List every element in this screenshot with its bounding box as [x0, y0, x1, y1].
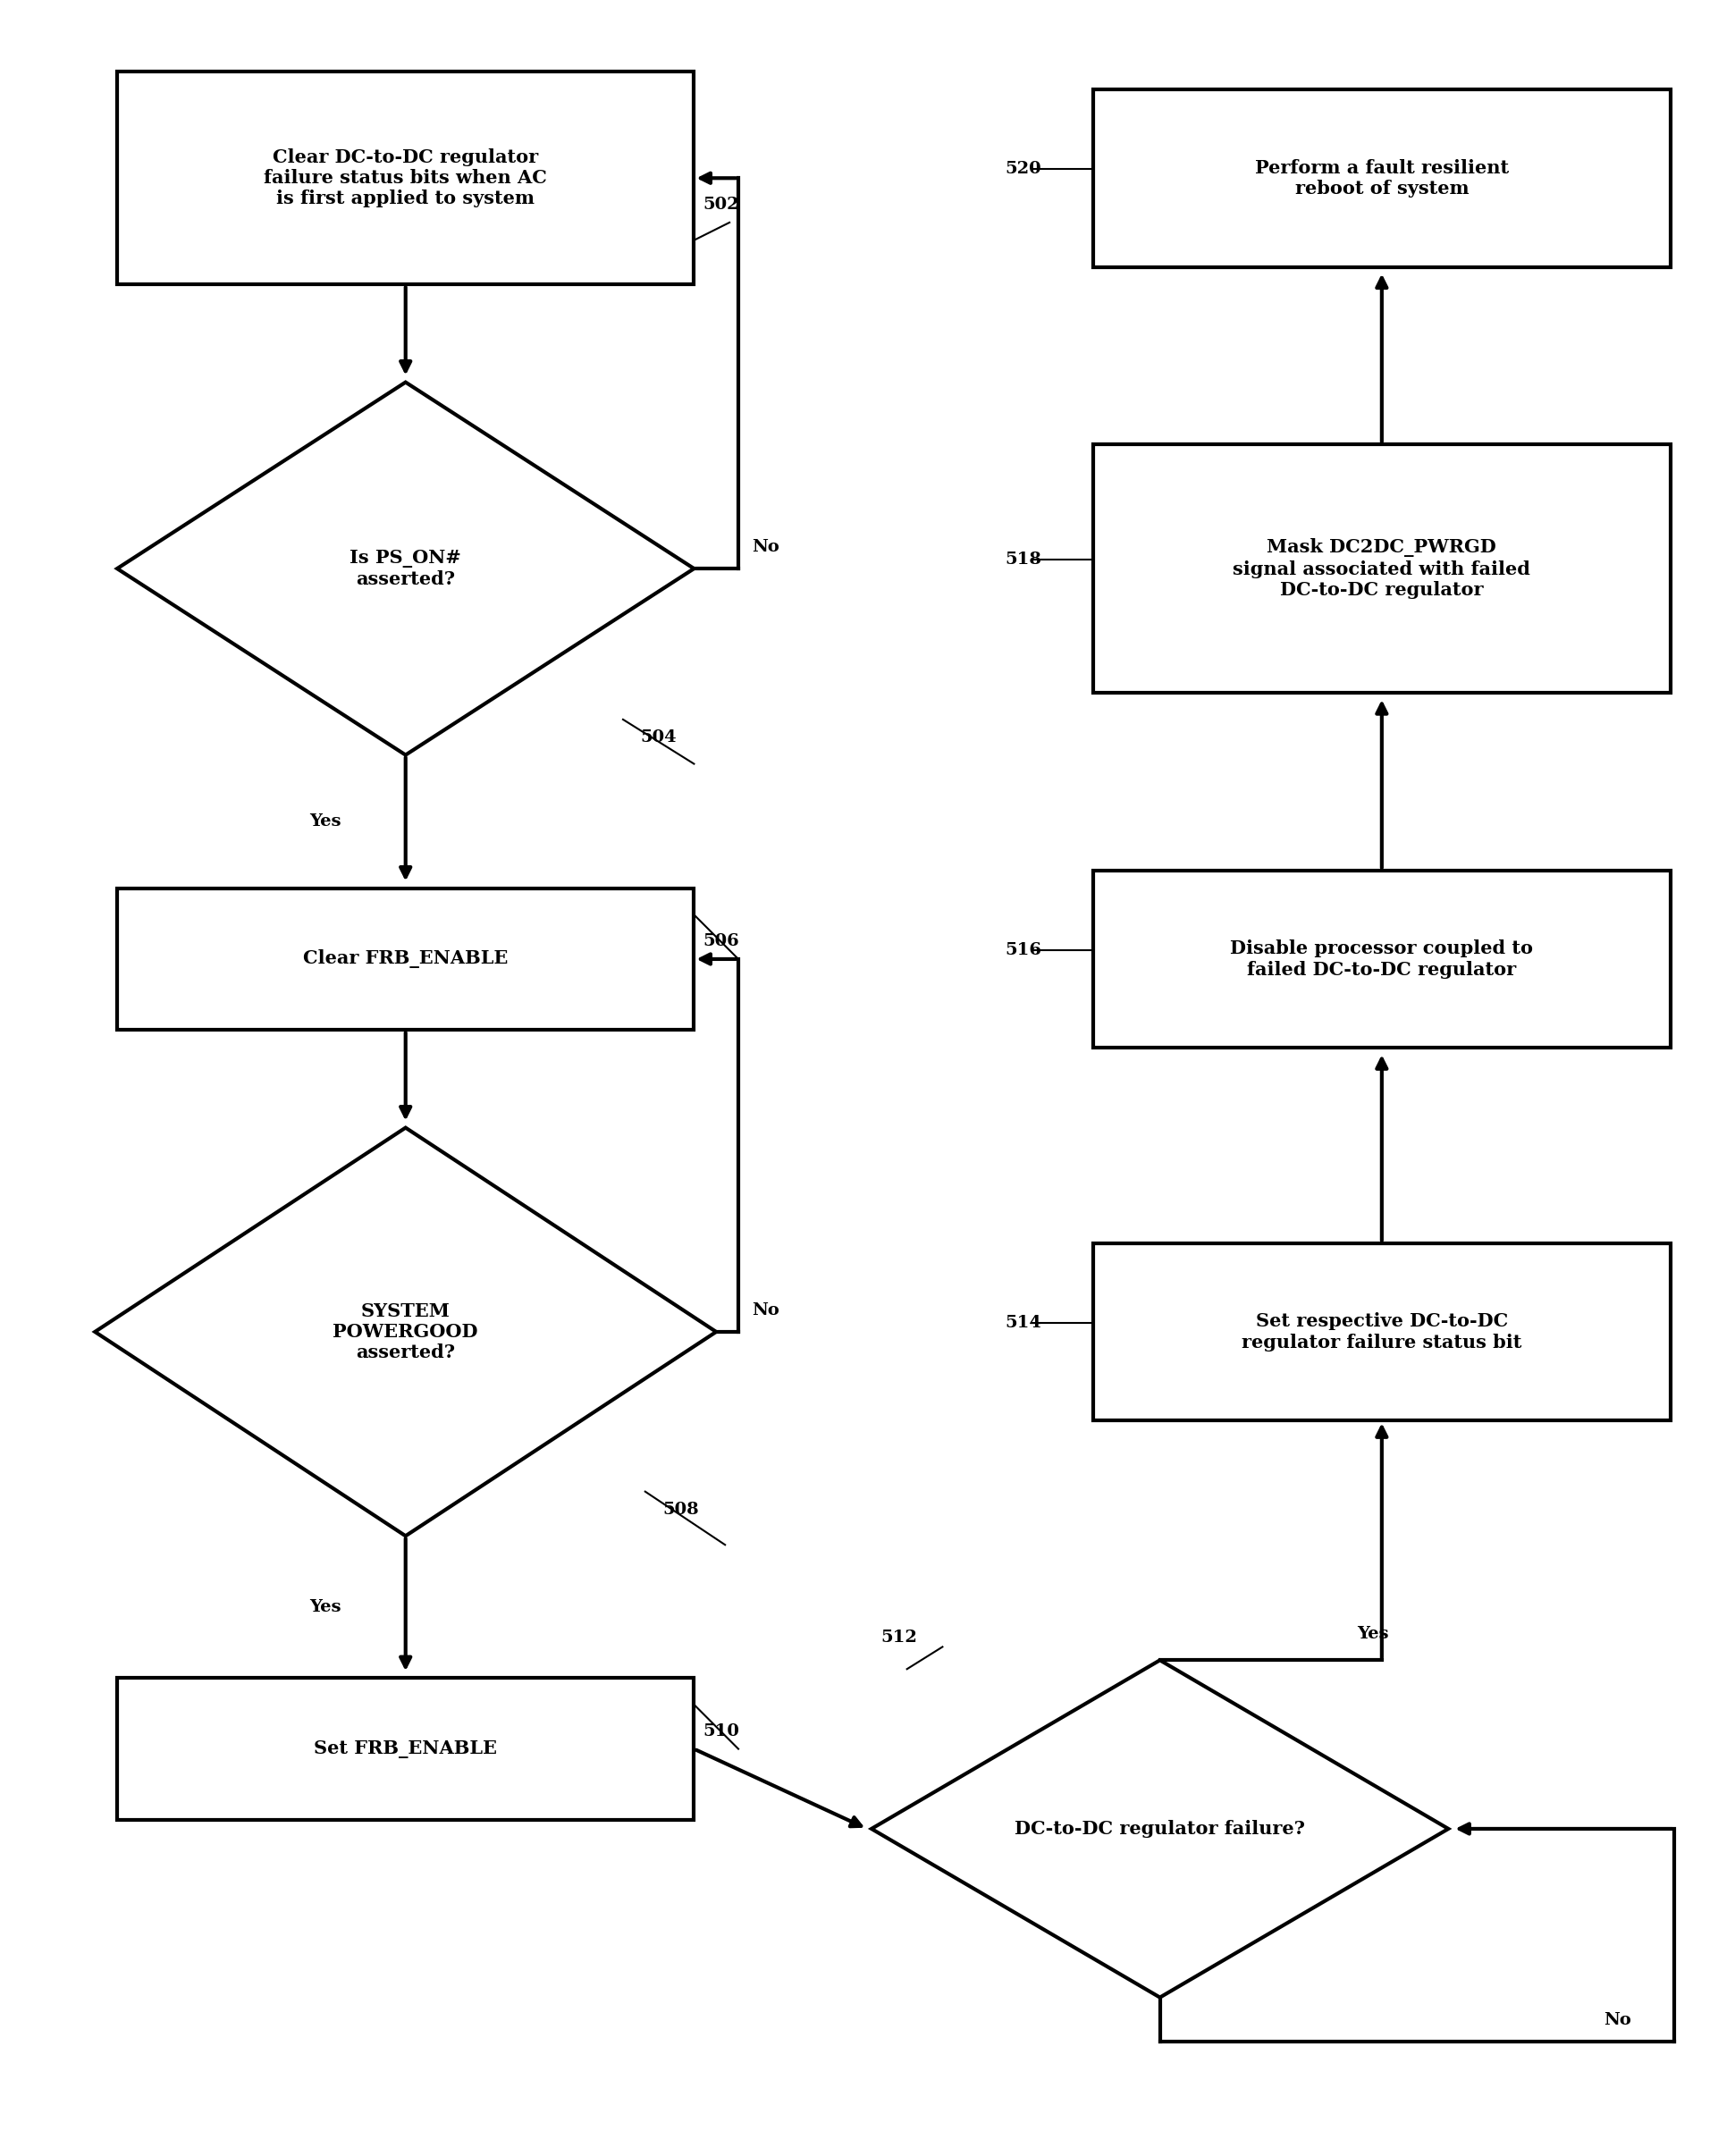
Text: Yes: Yes: [311, 813, 342, 830]
Text: Perform a fault resilient
reboot of system: Perform a fault resilient reboot of syst…: [1254, 160, 1509, 198]
Text: Set respective DC-to-DC
regulator failure status bit: Set respective DC-to-DC regulator failur…: [1242, 1313, 1522, 1352]
Text: Clear DC-to-DC regulator
failure status bits when AC
is first applied to system: Clear DC-to-DC regulator failure status …: [264, 149, 547, 207]
FancyBboxPatch shape: [1093, 1244, 1671, 1421]
Polygon shape: [118, 382, 694, 755]
Polygon shape: [95, 1128, 717, 1535]
Text: 508: 508: [663, 1501, 699, 1518]
Text: DC-to-DC regulator failure?: DC-to-DC regulator failure?: [1015, 1820, 1305, 1837]
Text: Disable processor coupled to
failed DC-to-DC regulator: Disable processor coupled to failed DC-t…: [1230, 940, 1534, 979]
Text: No: No: [1603, 2012, 1631, 2029]
FancyBboxPatch shape: [118, 71, 694, 285]
FancyBboxPatch shape: [118, 888, 694, 1031]
Text: 514: 514: [1005, 1315, 1041, 1330]
Text: 512: 512: [880, 1630, 916, 1645]
Text: 504: 504: [640, 729, 677, 746]
Text: No: No: [751, 1302, 779, 1319]
Text: Clear FRB_ENABLE: Clear FRB_ENABLE: [304, 949, 508, 968]
Text: 518: 518: [1005, 552, 1041, 567]
FancyBboxPatch shape: [118, 1677, 694, 1820]
Text: SYSTEM
POWERGOOD
asserted?: SYSTEM POWERGOOD asserted?: [333, 1302, 479, 1360]
Text: Yes: Yes: [311, 1600, 342, 1615]
Text: Set FRB_ENABLE: Set FRB_ENABLE: [314, 1740, 498, 1757]
Text: 520: 520: [1005, 162, 1041, 177]
Text: 516: 516: [1005, 942, 1041, 957]
FancyBboxPatch shape: [1093, 88, 1671, 267]
Text: 502: 502: [703, 196, 739, 213]
Text: Mask DC2DC_PWRGD
signal associated with failed
DC-to-DC regulator: Mask DC2DC_PWRGD signal associated with …: [1234, 539, 1530, 599]
Text: 510: 510: [703, 1723, 739, 1740]
FancyBboxPatch shape: [1093, 871, 1671, 1048]
Text: Yes: Yes: [1357, 1626, 1388, 1643]
Text: Is PS_ON#
asserted?: Is PS_ON# asserted?: [350, 550, 462, 589]
Polygon shape: [871, 1660, 1449, 1996]
Text: 506: 506: [703, 934, 739, 949]
FancyBboxPatch shape: [1093, 444, 1671, 692]
Text: No: No: [751, 539, 779, 556]
